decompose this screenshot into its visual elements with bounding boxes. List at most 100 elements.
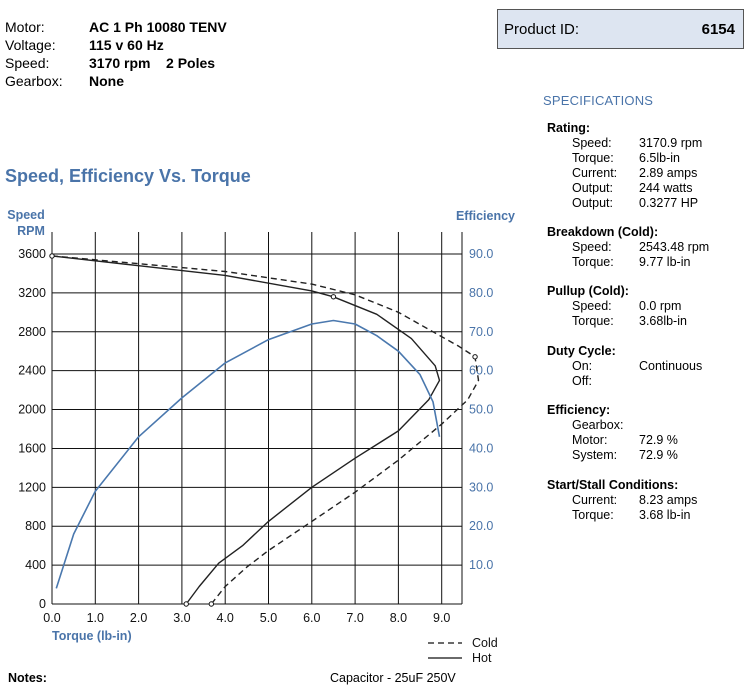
y-tick-label-right: 50.0 xyxy=(469,403,493,417)
spec-row: Torque: 3.68 lb-in xyxy=(547,508,697,523)
data-point-marker xyxy=(472,354,478,360)
x-tick-label: 6.0 xyxy=(303,611,320,625)
spec-key: Torque: xyxy=(572,508,614,522)
y-tick-label-left: 1600 xyxy=(18,441,46,455)
y-tick-label-left: 2400 xyxy=(18,364,46,378)
spec-value: 3170.9 rpm xyxy=(639,136,703,150)
spec-row: Torque: 6.5lb-in xyxy=(547,151,702,166)
product-id-label: Product ID: xyxy=(504,20,580,38)
y-tick-label-left: 3200 xyxy=(18,286,46,300)
spec-value: 9.77 lb-in xyxy=(639,255,691,269)
spec-value: 3.68 lb-in xyxy=(639,508,691,522)
y-axis-label-right: Efficiency xyxy=(456,209,515,223)
data-point-marker xyxy=(49,253,55,259)
spec-row: Output: 244 watts xyxy=(547,181,702,196)
spec-row: On: Continuous xyxy=(547,359,702,374)
y-tick-label-left: 800 xyxy=(25,519,46,533)
spec-key: Speed: xyxy=(572,240,612,254)
spec-group-title: Breakdown (Cold): xyxy=(547,225,659,239)
y-tick-label-right: 90.0 xyxy=(469,247,493,261)
spec-key: Motor: xyxy=(572,433,608,447)
notes-label: Notes: xyxy=(8,671,47,685)
spec-value: 72.9 % xyxy=(639,433,678,447)
y-tick-label-left: 1200 xyxy=(18,480,46,494)
y-axis-label-left-unit: RPM xyxy=(17,224,45,238)
header-row: Motor: AC 1 Ph 10080 TENV xyxy=(5,18,227,36)
spec-group-title: Duty Cycle: xyxy=(547,344,616,358)
x-tick-label: 7.0 xyxy=(346,611,363,625)
spec-group: Rating: Speed: 3170.9 rpm Torque: 6.5lb-in Cu… xyxy=(547,121,702,211)
x-tick-label: 4.0 xyxy=(217,611,234,625)
header-label: Gearbox: xyxy=(5,73,63,89)
spec-value: 244 watts xyxy=(639,181,693,195)
spec-group: Breakdown (Cold): Speed: 2543.48 rpm Torque… xyxy=(547,225,709,270)
spec-row: Output: 0.3277 HP xyxy=(547,196,702,211)
spec-row: Off: xyxy=(547,374,702,389)
spec-group: Start/Stall Conditions: Current: 8.23 amps… xyxy=(547,478,697,523)
x-tick-label: 1.0 xyxy=(87,611,104,625)
header-value: AC 1 Ph 10080 TENV xyxy=(89,19,227,35)
spec-row: Current: 8.23 amps xyxy=(547,493,697,508)
x-tick-label: 9.0 xyxy=(433,611,450,625)
specifications-heading: SPECIFICATIONS xyxy=(543,93,654,108)
spec-row: Torque: 3.68lb-in xyxy=(547,314,687,329)
spec-key: Off: xyxy=(572,374,592,388)
spec-key: Torque: xyxy=(572,151,614,165)
y-tick-label-right: 60.0 xyxy=(469,364,493,378)
x-tick-label: 0.0 xyxy=(43,611,60,625)
y-tick-label-left: 2000 xyxy=(18,403,46,417)
spec-group: Duty Cycle: On: Continuous Off: xyxy=(547,344,702,389)
spec-row: Speed: 2543.48 rpm xyxy=(547,240,709,255)
series-efficiency xyxy=(55,319,441,589)
legend-label-cold: Cold xyxy=(472,636,498,650)
header-label: Motor: xyxy=(5,19,45,35)
header-value: 3170 rpm 2 Poles xyxy=(89,55,216,71)
motor-header: Motor: AC 1 Ph 10080 TENV Voltage: 115 v 60… xyxy=(5,18,227,90)
series-speed-hot xyxy=(51,255,441,605)
spec-group-title: Efficiency: xyxy=(547,403,611,417)
spec-group: Efficiency: Gearbox: Motor: 72.9 % System: 72… xyxy=(547,403,678,463)
spec-value: 3.68lb-in xyxy=(639,314,687,328)
x-tick-label: 3.0 xyxy=(173,611,190,625)
spec-value: 2543.48 rpm xyxy=(639,240,710,254)
spec-key: Torque: xyxy=(572,314,614,328)
spec-key: On: xyxy=(572,359,593,373)
y-tick-label-right: 70.0 xyxy=(469,325,493,339)
spec-value: 0.0 rpm xyxy=(639,299,682,313)
data-point-marker xyxy=(208,601,215,607)
spec-group: Pullup (Cold): Speed: 0.0 rpm Torque: 3.68lb… xyxy=(547,284,687,329)
spec-row: Motor: 72.9 % xyxy=(547,433,678,448)
legend-label-hot: Hot xyxy=(472,651,492,665)
y-tick-label-right: 20.0 xyxy=(469,519,493,533)
spec-key: Speed: xyxy=(572,136,612,150)
spec-group-title: Rating: xyxy=(547,121,591,135)
spec-row: Speed: 0.0 rpm xyxy=(547,299,687,314)
header-value: 115 v 60 Hz xyxy=(89,37,164,53)
header-row: Gearbox: None xyxy=(5,72,227,90)
y-tick-label-left: 2800 xyxy=(18,325,46,339)
header-row: Voltage: 115 v 60 Hz xyxy=(5,36,227,54)
y-tick-label-right: 40.0 xyxy=(469,441,493,455)
chart-title: Speed, Efficiency Vs. Torque xyxy=(5,166,251,186)
spec-key: Gearbox: xyxy=(572,418,624,432)
capacitor-note: Capacitor - 25uF 250V xyxy=(330,671,456,685)
series-speed-cold xyxy=(51,255,480,605)
spec-value: 8.23 amps xyxy=(639,493,698,507)
spec-key: Current: xyxy=(572,166,618,180)
spec-value: 0.3277 HP xyxy=(639,196,699,210)
y-tick-label-left: 0 xyxy=(39,597,46,611)
x-axis-label: Torque (lb-in) xyxy=(52,629,132,643)
spec-key: System: xyxy=(572,448,618,462)
spec-row: Current: 2.89 amps xyxy=(547,166,702,181)
spec-key: Speed: xyxy=(572,299,612,313)
spec-value: Continuous xyxy=(639,359,703,373)
spec-key: Current: xyxy=(572,493,618,507)
product-id-value: 6154 xyxy=(701,20,735,38)
spec-row: Gearbox: xyxy=(547,418,678,433)
spec-row: Torque: 9.77 lb-in xyxy=(547,255,709,270)
y-tick-label-right: 30.0 xyxy=(469,480,493,494)
header-label: Speed: xyxy=(5,55,50,71)
spec-key: Torque: xyxy=(572,255,614,269)
spec-group-title: Start/Stall Conditions: xyxy=(547,478,679,492)
